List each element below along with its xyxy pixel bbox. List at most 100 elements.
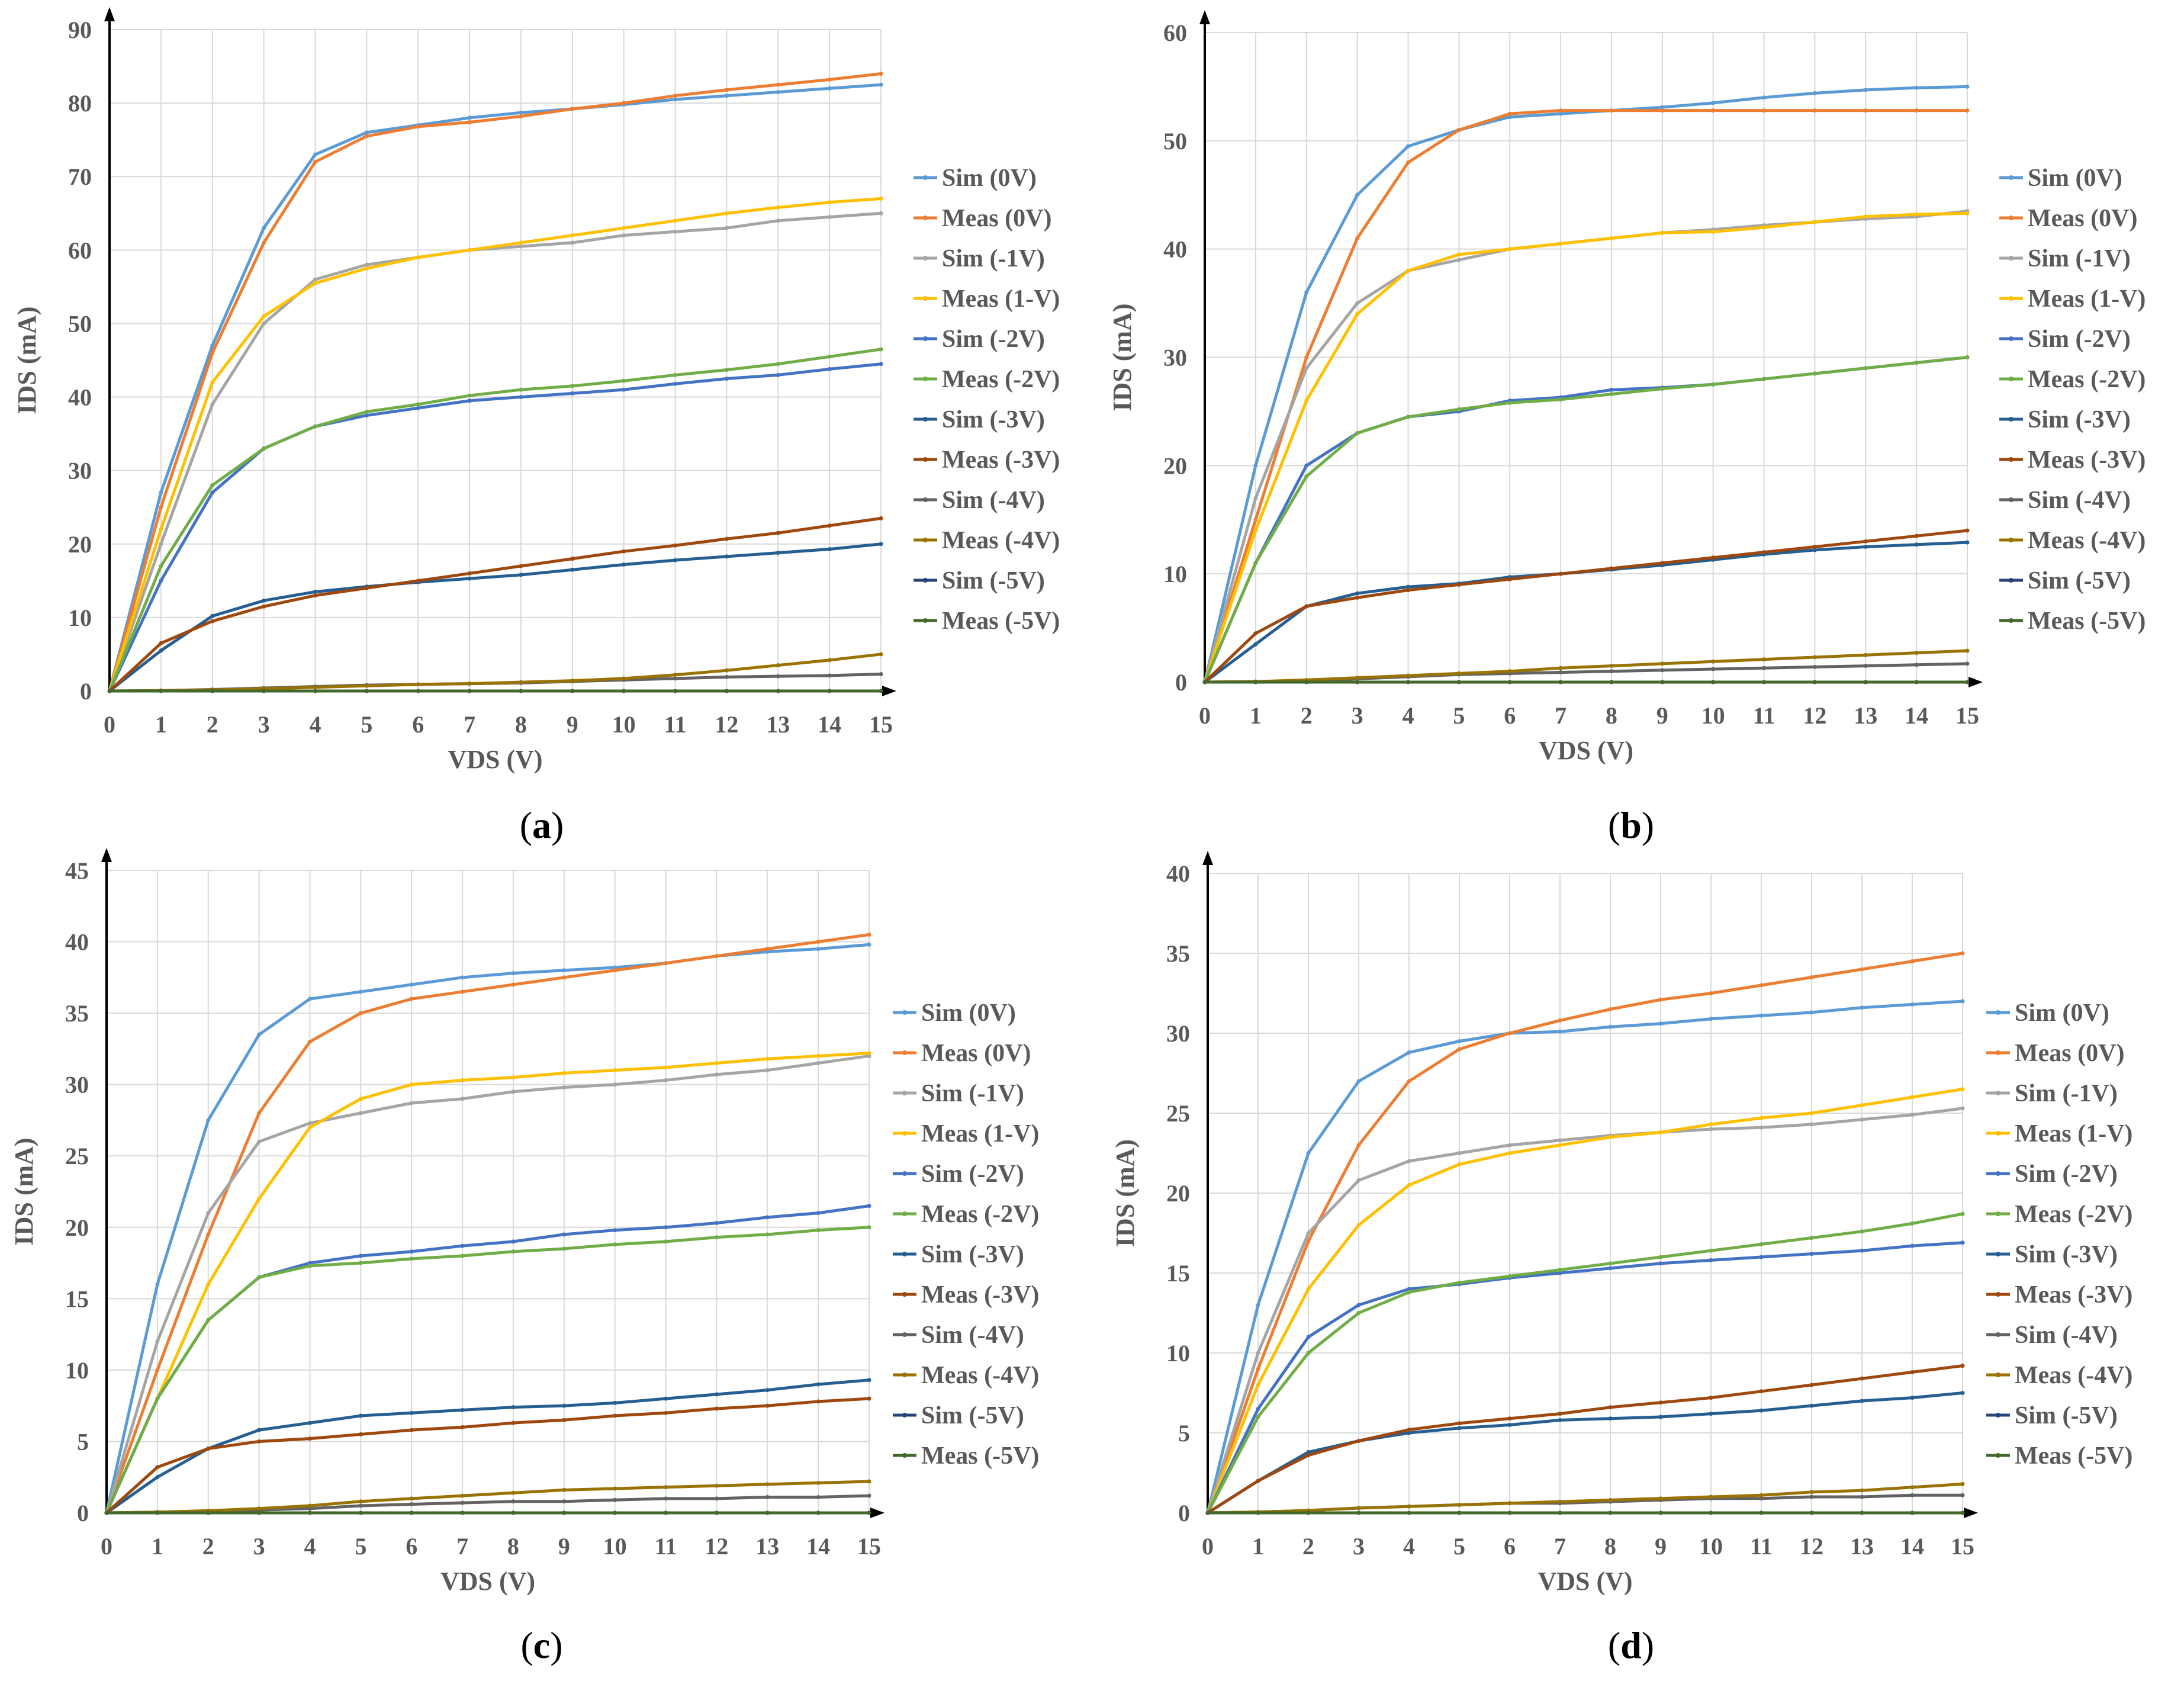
data-point bbox=[1658, 1400, 1663, 1405]
y-tick-label: 0 bbox=[80, 678, 92, 705]
data-point bbox=[1910, 1396, 1915, 1400]
series-line bbox=[108, 197, 883, 693]
data-point bbox=[1355, 192, 1360, 197]
data-point bbox=[1709, 1248, 1713, 1253]
data-point bbox=[622, 549, 626, 554]
legend-marker bbox=[1996, 1332, 2000, 1337]
data-point bbox=[409, 982, 414, 987]
x-tick-label: 4 bbox=[1402, 702, 1414, 729]
panel-caption-letter: d bbox=[1620, 1624, 1642, 1666]
data-point bbox=[562, 1071, 567, 1075]
legend-marker bbox=[2009, 216, 2013, 220]
x-tick-label: 13 bbox=[1850, 1533, 1874, 1560]
data-point bbox=[1914, 651, 1919, 655]
data-point bbox=[1863, 366, 1868, 371]
y-axis-title: IDS (mA) bbox=[1108, 303, 1137, 411]
data-point bbox=[358, 1261, 363, 1265]
legend: Sim (0V) Meas (0V) Sim (-1V) Meas (1-V) Sim … bbox=[914, 165, 1060, 635]
data-point bbox=[1355, 311, 1360, 316]
data-point bbox=[1256, 1367, 1260, 1371]
data-point bbox=[1863, 214, 1868, 219]
data-point bbox=[867, 1378, 871, 1383]
data-point bbox=[206, 1318, 211, 1322]
data-point bbox=[1658, 1255, 1663, 1259]
data-point bbox=[1507, 1274, 1512, 1278]
data-point bbox=[673, 94, 678, 98]
x-tick-label: 5 bbox=[355, 1533, 366, 1560]
y-tick-label: 10 bbox=[1166, 1340, 1190, 1367]
x-tick-label: 2 bbox=[1302, 1533, 1314, 1560]
data-point bbox=[1608, 1497, 1613, 1502]
legend-item: Sim (-3V) bbox=[893, 1241, 1024, 1268]
legend-item: Meas (0V) bbox=[1999, 205, 2137, 232]
data-point bbox=[1910, 959, 1915, 963]
series-11 bbox=[107, 689, 883, 693]
data-point bbox=[879, 671, 883, 676]
data-point bbox=[307, 1121, 312, 1126]
data-point bbox=[155, 1396, 160, 1401]
legend-item: Sim (-4V) bbox=[1999, 487, 2131, 514]
data-point bbox=[1914, 212, 1919, 217]
y-tick-label: 15 bbox=[1166, 1260, 1190, 1287]
data-point bbox=[1558, 1029, 1562, 1034]
x-tick-label: 7 bbox=[456, 1533, 468, 1560]
data-point bbox=[776, 372, 780, 377]
y-tick-label: 30 bbox=[1163, 345, 1187, 371]
data-point bbox=[159, 490, 163, 495]
data-point bbox=[613, 1400, 617, 1405]
legend-marker bbox=[923, 216, 928, 220]
legend-item: Meas (-5V) bbox=[1999, 608, 2146, 635]
data-point bbox=[511, 1420, 516, 1425]
legend-label: Meas (-4V) bbox=[2015, 1362, 2132, 1389]
legend-marker bbox=[1996, 1171, 2000, 1176]
series-line bbox=[108, 211, 883, 693]
data-point bbox=[1860, 1376, 1864, 1381]
x-tick-label: 7 bbox=[1555, 702, 1567, 729]
legend-label: Meas (-2V) bbox=[2028, 366, 2146, 393]
data-point bbox=[1809, 1494, 1814, 1499]
legend-marker bbox=[902, 1010, 907, 1015]
data-point bbox=[1914, 108, 1919, 113]
data-point bbox=[409, 1428, 414, 1432]
legend-label: Sim (-4V) bbox=[2015, 1322, 2118, 1349]
data-point bbox=[210, 689, 215, 693]
y-tick-label: 40 bbox=[68, 384, 92, 411]
data-point bbox=[1762, 108, 1767, 113]
data-point bbox=[879, 689, 883, 693]
data-point bbox=[724, 377, 729, 381]
data-point bbox=[1507, 1031, 1512, 1036]
data-point bbox=[1558, 680, 1563, 684]
data-point bbox=[313, 589, 317, 594]
data-point bbox=[1608, 1261, 1613, 1266]
data-point bbox=[1660, 108, 1665, 113]
data-point bbox=[416, 682, 420, 687]
data-point bbox=[562, 1232, 567, 1237]
data-point bbox=[460, 975, 465, 980]
data-point bbox=[1356, 1178, 1361, 1182]
data-point bbox=[1709, 1494, 1713, 1499]
data-point bbox=[827, 547, 832, 551]
y-tick-label: 15 bbox=[65, 1285, 89, 1312]
data-point bbox=[1965, 355, 1970, 359]
data-point bbox=[879, 652, 883, 657]
data-point bbox=[816, 1480, 821, 1485]
data-point bbox=[1356, 1506, 1361, 1510]
data-point bbox=[1812, 544, 1817, 549]
data-point bbox=[1762, 680, 1767, 684]
data-point bbox=[1762, 666, 1767, 670]
data-point bbox=[776, 551, 780, 555]
data-point bbox=[613, 1242, 617, 1247]
data-point bbox=[673, 543, 678, 548]
data-point bbox=[622, 676, 626, 681]
data-point bbox=[613, 1486, 617, 1491]
data-point bbox=[460, 1243, 465, 1248]
legend-item: Meas (1-V) bbox=[1986, 1120, 2132, 1148]
legend-item: Meas (0V) bbox=[893, 1040, 1031, 1067]
data-point bbox=[1256, 1383, 1260, 1387]
x-tick-label: 11 bbox=[664, 711, 687, 738]
data-point bbox=[562, 1403, 567, 1408]
data-point bbox=[1910, 1493, 1915, 1497]
data-point bbox=[1609, 392, 1614, 397]
data-point bbox=[1609, 680, 1614, 684]
data-point bbox=[1809, 1403, 1814, 1408]
